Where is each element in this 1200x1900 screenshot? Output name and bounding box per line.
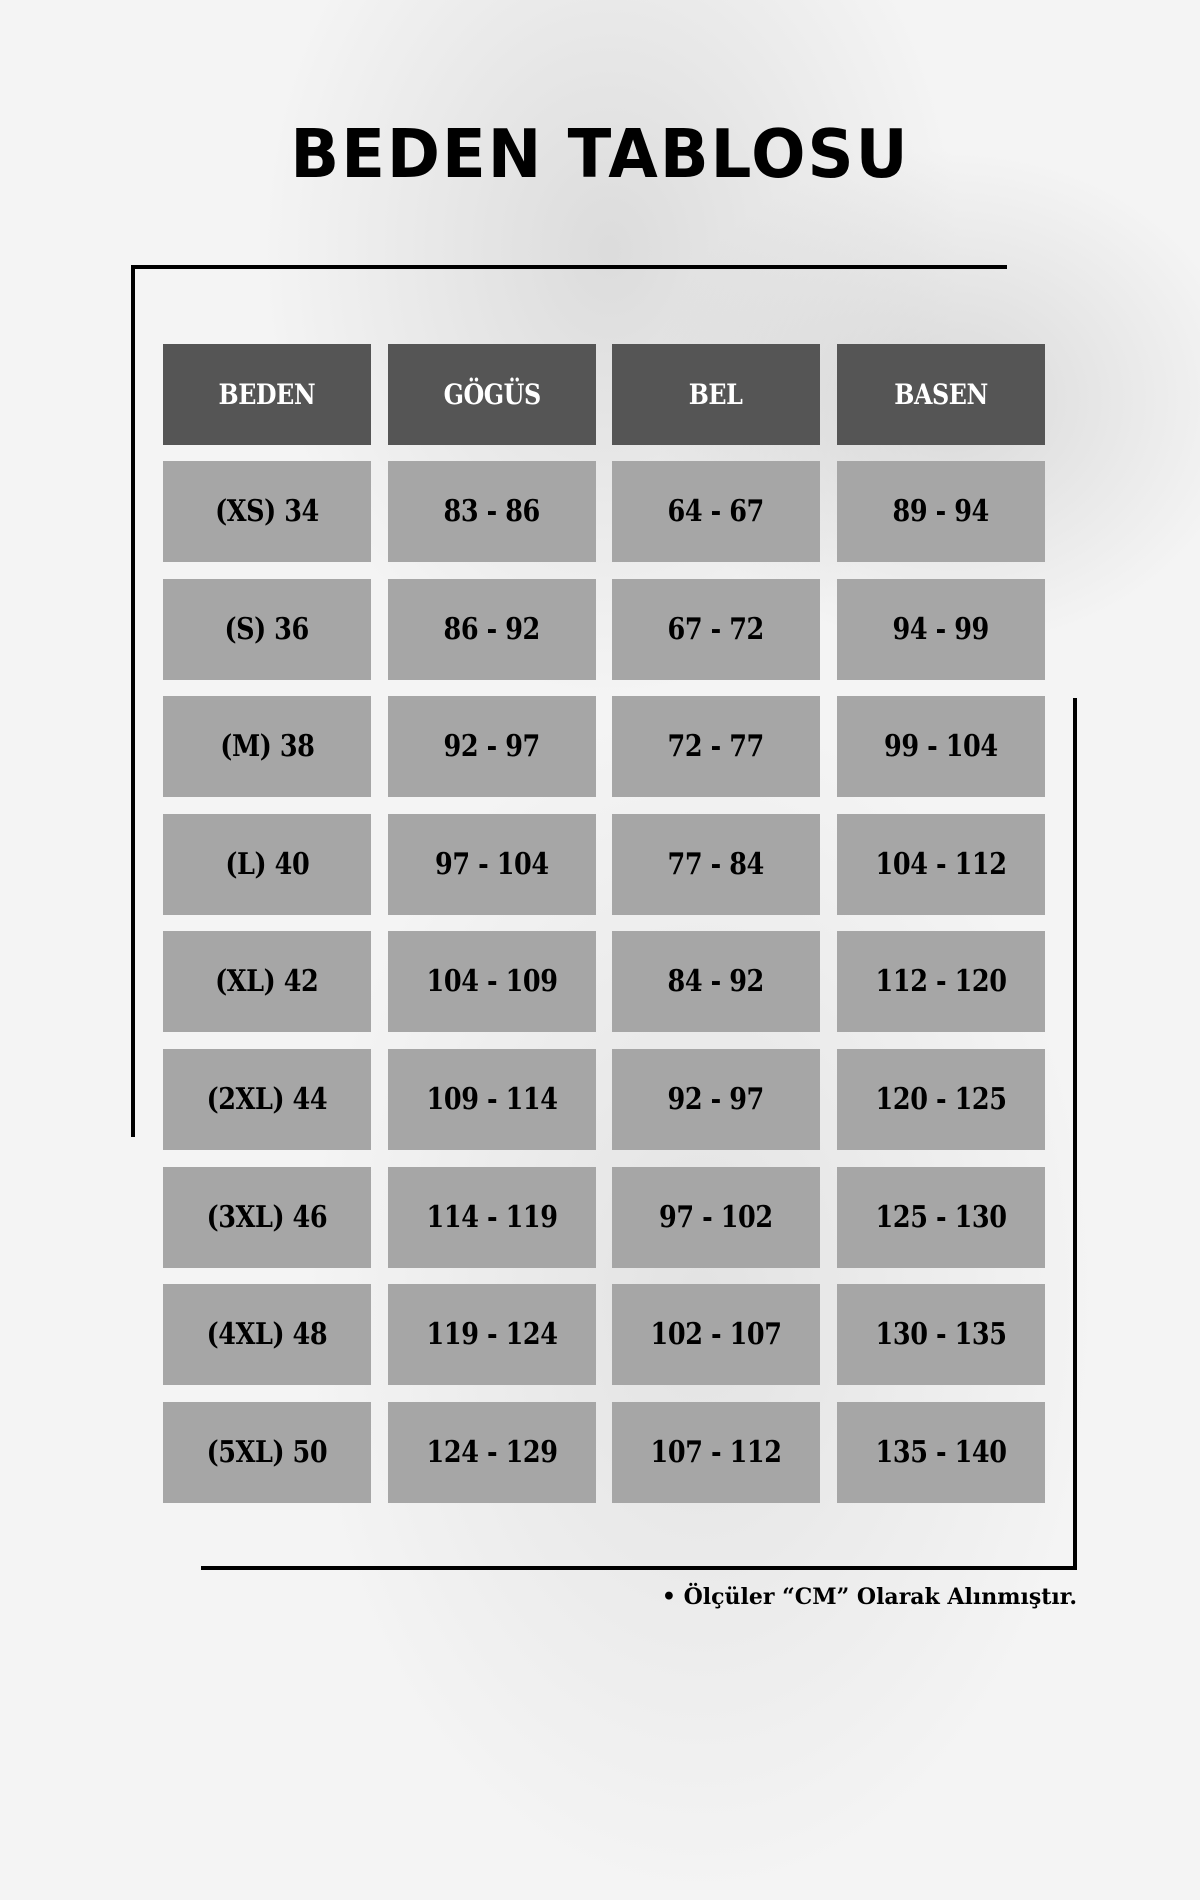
table-cell-value: (S) 36	[224, 612, 310, 647]
table-cell-value: 109 - 114	[426, 1082, 558, 1117]
table-cell-value: 92 - 97	[443, 729, 541, 764]
column-header: BEDEN	[163, 344, 371, 445]
table-cell: (S) 36	[163, 579, 371, 680]
table-cell: (M) 38	[163, 696, 371, 797]
table-cell-value: 94 - 99	[892, 612, 990, 647]
table-cell-value: (L) 40	[225, 847, 309, 882]
table-cell: 130 - 135	[837, 1284, 1045, 1385]
column-header-label: BEDEN	[218, 378, 316, 411]
table-cell-value: (XL) 42	[215, 964, 319, 999]
table-cell: 67 - 72	[612, 579, 820, 680]
table-cell: (5XL) 50	[163, 1402, 371, 1503]
table-cell-value: 114 - 119	[426, 1200, 558, 1235]
table-cell: 97 - 104	[388, 814, 596, 915]
table-cell-value: 92 - 97	[667, 1082, 765, 1117]
table-cell-value: 97 - 102	[659, 1200, 773, 1235]
table-cell-value: (3XL) 46	[206, 1200, 328, 1235]
table-cell: (4XL) 48	[163, 1284, 371, 1385]
page-title: BEDEN TABLOSU	[290, 116, 910, 194]
table-cell: 84 - 92	[612, 931, 820, 1032]
column-header-label: BEL	[689, 378, 743, 411]
table-cell-value: 135 - 140	[875, 1435, 1007, 1470]
table-cell-value: 89 - 94	[892, 494, 990, 529]
table-cell-value: 130 - 135	[875, 1317, 1007, 1352]
table-cell: 99 - 104	[837, 696, 1045, 797]
table-cell: 104 - 109	[388, 931, 596, 1032]
table-cell-value: (5XL) 50	[206, 1435, 328, 1470]
table-cell-value: 97 - 104	[435, 847, 549, 882]
column-header-label: BASEN	[894, 378, 988, 411]
column-header-label: GÖGÜS	[443, 378, 541, 411]
table-cell: 89 - 94	[837, 461, 1045, 562]
table-cell-value: (XS) 34	[215, 494, 319, 529]
table-cell: 135 - 140	[837, 1402, 1045, 1503]
table-cell: 107 - 112	[612, 1402, 820, 1503]
measurement-note: • Ölçüler “CM” Olarak Alınmıştır.	[661, 1584, 1077, 1610]
table-cell-value: (2XL) 44	[206, 1082, 328, 1117]
frame-right-line	[1073, 698, 1077, 1570]
table-cell-value: 86 - 92	[443, 612, 541, 647]
table-cell-value: 83 - 86	[443, 494, 541, 529]
table-cell-value: 77 - 84	[667, 847, 765, 882]
table-cell: 104 - 112	[837, 814, 1045, 915]
table-cell: (L) 40	[163, 814, 371, 915]
column-header: BASEN	[837, 344, 1045, 445]
table-cell: 112 - 120	[837, 931, 1045, 1032]
column-header: BEL	[612, 344, 820, 445]
table-cell-value: 107 - 112	[650, 1435, 782, 1470]
table-cell-value: 119 - 124	[426, 1317, 558, 1352]
table-cell-value: 104 - 109	[426, 964, 558, 999]
table-cell: 92 - 97	[612, 1049, 820, 1150]
table-cell-value: 104 - 112	[875, 847, 1007, 882]
table-cell-value: 102 - 107	[650, 1317, 782, 1352]
table-cell-value: 99 - 104	[884, 729, 998, 764]
table-cell: (3XL) 46	[163, 1167, 371, 1268]
frame-bottom-line	[201, 1566, 1077, 1570]
table-cell: 92 - 97	[388, 696, 596, 797]
table-cell-value: 124 - 129	[426, 1435, 558, 1470]
table-cell-value: 84 - 92	[667, 964, 765, 999]
table-cell: 72 - 77	[612, 696, 820, 797]
table-cell: 125 - 130	[837, 1167, 1045, 1268]
table-cell: 102 - 107	[612, 1284, 820, 1385]
frame-left-line	[131, 265, 135, 1137]
column-header: GÖGÜS	[388, 344, 596, 445]
table-cell-value: 125 - 130	[875, 1200, 1007, 1235]
table-cell: 97 - 102	[612, 1167, 820, 1268]
table-cell-value: 64 - 67	[667, 494, 765, 529]
table-cell-value: 67 - 72	[667, 612, 765, 647]
table-cell: 86 - 92	[388, 579, 596, 680]
table-cell: 77 - 84	[612, 814, 820, 915]
table-cell-value: (M) 38	[219, 729, 315, 764]
table-cell: (XS) 34	[163, 461, 371, 562]
table-cell: 124 - 129	[388, 1402, 596, 1503]
table-cell-value: (4XL) 48	[206, 1317, 328, 1352]
table-cell: 114 - 119	[388, 1167, 596, 1268]
table-cell: 64 - 67	[612, 461, 820, 562]
table-cell-value: 72 - 77	[667, 729, 765, 764]
table-cell: 109 - 114	[388, 1049, 596, 1150]
table-cell: (2XL) 44	[163, 1049, 371, 1150]
table-cell: 83 - 86	[388, 461, 596, 562]
table-cell-value: 112 - 120	[875, 964, 1007, 999]
table-cell: (XL) 42	[163, 931, 371, 1032]
table-cell: 120 - 125	[837, 1049, 1045, 1150]
table-cell: 119 - 124	[388, 1284, 596, 1385]
table-cell: 94 - 99	[837, 579, 1045, 680]
table-cell-value: 120 - 125	[875, 1082, 1007, 1117]
frame-top-line	[133, 265, 1007, 269]
